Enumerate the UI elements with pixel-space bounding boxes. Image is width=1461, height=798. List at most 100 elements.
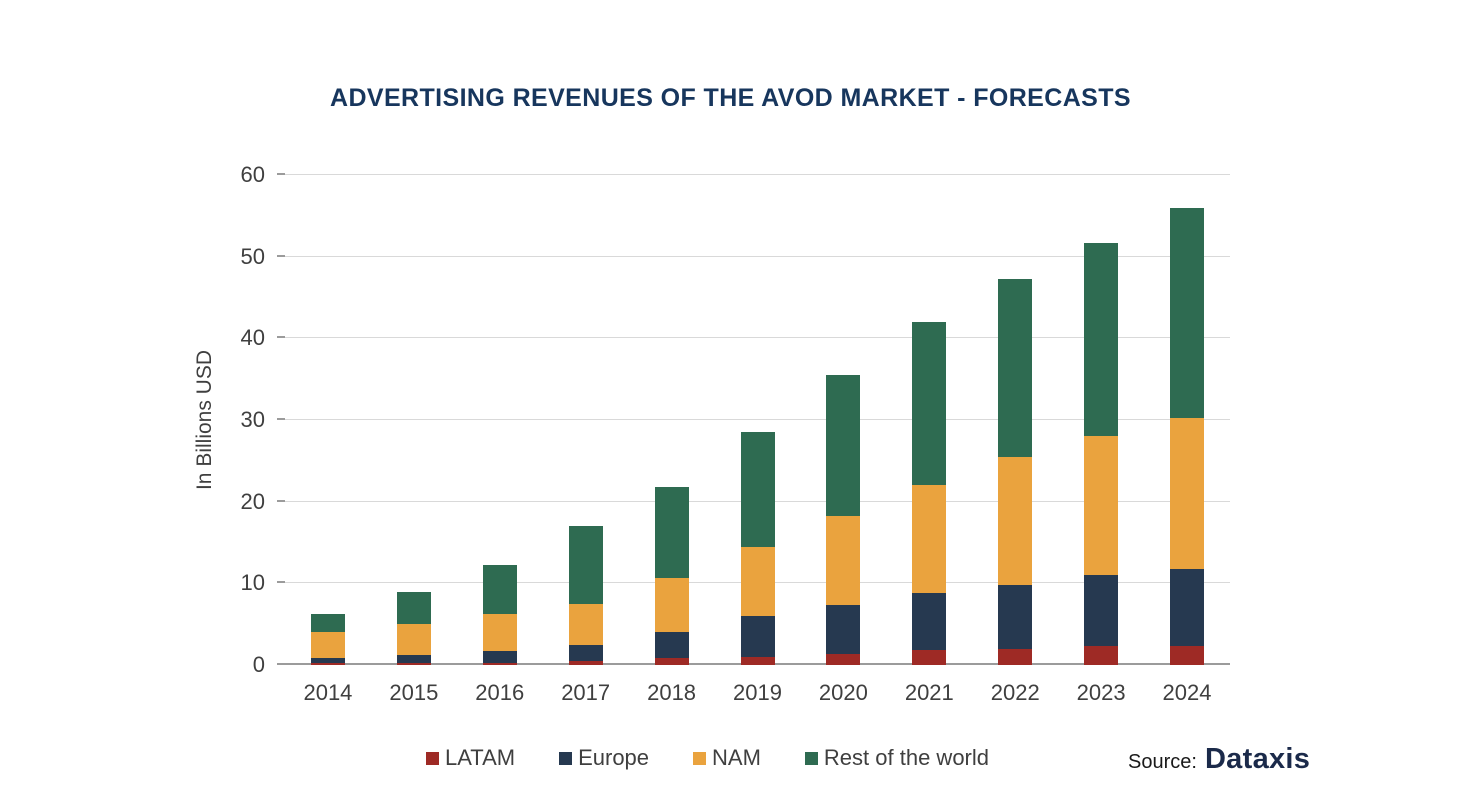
bar-segment-latam bbox=[1170, 646, 1205, 665]
bar-2016 bbox=[482, 564, 517, 665]
x-axis-tick-label: 2021 bbox=[904, 680, 954, 705]
bar-segment-nam bbox=[482, 614, 517, 652]
x-axis-tick-label: 2014 bbox=[303, 680, 353, 705]
bar-segment-rest-of-the-world bbox=[912, 322, 947, 486]
bar-segment-rest-of-the-world bbox=[1084, 242, 1119, 437]
bar-segment-latam bbox=[740, 656, 775, 665]
y-axis-tick-label: 30 bbox=[240, 407, 265, 432]
gridline bbox=[285, 419, 1230, 420]
bar-segment-rest-of-the-world bbox=[740, 432, 775, 547]
x-axis-tick-label: 2023 bbox=[1076, 680, 1126, 705]
legend-item-rest-of-the-world: Rest of the world bbox=[804, 745, 989, 771]
legend-label: Rest of the world bbox=[823, 745, 989, 770]
bar-segment-europe bbox=[912, 593, 947, 651]
bar-2021 bbox=[912, 322, 947, 665]
y-axis-tick-label: 20 bbox=[240, 488, 265, 514]
x-axis-tick-label: 2024 bbox=[1162, 680, 1212, 705]
bar-segment-latam bbox=[998, 648, 1033, 665]
bar-segment-rest-of-the-world bbox=[1170, 207, 1205, 418]
bar-segment-rest-of-the-world bbox=[482, 564, 517, 615]
bar-segment-europe bbox=[568, 644, 603, 661]
gridline bbox=[285, 255, 1230, 257]
bar-2017 bbox=[568, 526, 603, 665]
legend-swatch-nam bbox=[693, 751, 707, 765]
bar-2014 bbox=[310, 614, 345, 665]
x-axis-tick-label: 2015 bbox=[389, 680, 439, 705]
y-axis-tick-mark bbox=[277, 418, 285, 420]
bar-segment-nam bbox=[1084, 436, 1119, 576]
legend: LATAM Europe NAM Rest of the world bbox=[285, 745, 1130, 771]
chart-title: ADVERTISING REVENUES OF THE AVOD MARKET … bbox=[329, 84, 1131, 112]
legend-swatch-europe bbox=[559, 751, 573, 765]
bar-segment-nam bbox=[310, 632, 345, 659]
legend-item-latam: LATAM bbox=[425, 745, 516, 771]
x-axis-tick-label: 2016 bbox=[475, 680, 525, 705]
bar-2018 bbox=[654, 487, 689, 665]
bar-segment-latam bbox=[396, 662, 431, 665]
bar-segment-latam bbox=[482, 662, 517, 665]
bar-segment-europe bbox=[310, 658, 345, 664]
bar-segment-rest-of-the-world bbox=[654, 487, 689, 578]
bar-segment-europe bbox=[1084, 575, 1119, 647]
y-axis-tick-label: 60 bbox=[240, 162, 265, 187]
bar-2023 bbox=[1084, 242, 1119, 665]
y-axis-tick-mark bbox=[277, 663, 285, 665]
bar-2020 bbox=[826, 375, 861, 665]
y-axis-tick-mark bbox=[277, 499, 285, 502]
bar-segment-nam bbox=[912, 485, 947, 594]
plot-area bbox=[277, 173, 1230, 665]
x-axis-tick-label: 2017 bbox=[561, 680, 611, 705]
bar-segment-latam bbox=[1084, 646, 1119, 665]
x-axis-tick-label: 2020 bbox=[818, 680, 868, 705]
source-label: Source: bbox=[1128, 751, 1197, 773]
bar-segment-rest-of-the-world bbox=[568, 526, 603, 604]
y-axis-tick-mark bbox=[277, 336, 285, 339]
gridline bbox=[285, 337, 1230, 339]
bar-2019 bbox=[740, 432, 775, 665]
bar-segment-latam bbox=[568, 660, 603, 665]
bar-segment-nam bbox=[1170, 417, 1205, 569]
legend-label: LATAM bbox=[444, 745, 516, 770]
y-axis-tick-mark bbox=[277, 581, 285, 584]
legend-swatch-latam bbox=[425, 751, 439, 765]
bar-segment-europe bbox=[396, 655, 431, 663]
bar-segment-rest-of-the-world bbox=[396, 591, 431, 625]
bar-segment-nam bbox=[826, 516, 861, 606]
y-axis-tick-label: 50 bbox=[240, 243, 265, 269]
source-name: Dataxis bbox=[1204, 743, 1311, 775]
bar-2015 bbox=[396, 591, 431, 665]
bar-2024 bbox=[1170, 207, 1205, 665]
bar-segment-europe bbox=[826, 605, 861, 654]
source-credit: Source: Dataxis bbox=[1128, 743, 1310, 776]
bar-segment-europe bbox=[740, 616, 775, 657]
bar-segment-rest-of-the-world bbox=[310, 614, 345, 633]
bar-segment-nam bbox=[654, 577, 689, 633]
legend-item-nam: NAM bbox=[693, 745, 761, 771]
bar-segment-nam bbox=[396, 624, 431, 656]
bar-segment-rest-of-the-world bbox=[998, 278, 1033, 457]
y-axis-tick-label: 10 bbox=[240, 570, 265, 596]
bar-segment-latam bbox=[826, 653, 861, 665]
bar-segment-europe bbox=[654, 632, 689, 659]
y-axis-tick-mark bbox=[277, 173, 285, 175]
bar-segment-latam bbox=[654, 658, 689, 665]
bar-segment-europe bbox=[998, 584, 1033, 649]
gridline bbox=[285, 174, 1230, 175]
x-axis-tick-label: 2022 bbox=[990, 680, 1040, 705]
legend-label: NAM bbox=[712, 745, 761, 770]
bar-segment-nam bbox=[740, 546, 775, 617]
bar-segment-latam bbox=[912, 650, 947, 665]
bar-segment-latam bbox=[310, 663, 345, 665]
legend-item-europe: Europe bbox=[559, 745, 649, 771]
x-axis-tick-label: 2019 bbox=[733, 680, 782, 705]
bar-segment-europe bbox=[1170, 568, 1205, 647]
y-axis-tick-label: 0 bbox=[252, 652, 265, 677]
x-axis-tick-label: 2018 bbox=[647, 680, 697, 705]
bar-segment-europe bbox=[482, 651, 517, 663]
bar-2022 bbox=[998, 278, 1033, 665]
legend-label: Europe bbox=[578, 745, 650, 770]
y-axis-tick-mark bbox=[277, 254, 285, 257]
bar-segment-nam bbox=[998, 456, 1033, 585]
y-axis-tick-label: 40 bbox=[240, 325, 265, 351]
